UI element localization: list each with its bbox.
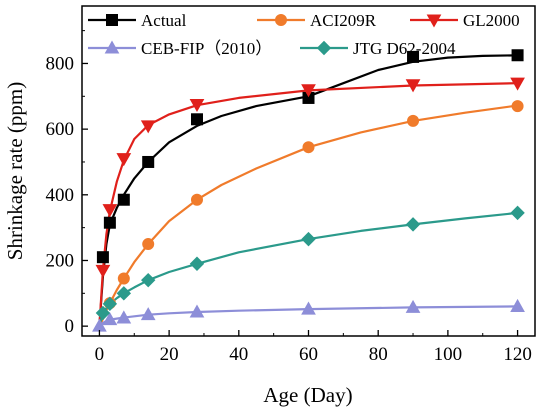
legend-marker-ceb-fip-2010	[104, 40, 120, 54]
y-axis-title: Shrinkage rate (ppm)	[3, 82, 27, 260]
point-gl2000	[116, 153, 132, 167]
point-aci209r	[142, 238, 155, 251]
point-jtg-d62-2004	[405, 217, 421, 232]
x-tick-label: 120	[503, 344, 532, 365]
point-gl2000	[140, 120, 156, 134]
x-tick-label: 80	[369, 344, 388, 365]
legend: Actual ACI209R GL2000 CEB-FIP（2010） JTG D62-…	[88, 11, 520, 58]
legend-marker-jtg-d62-2004	[316, 40, 332, 56]
legend-label-ceb-fip-2010: CEB-FIP（2010）	[141, 39, 272, 58]
point-ceb-fip-2010	[189, 304, 205, 318]
plot-frame	[81, 5, 536, 337]
point-aci209r	[302, 141, 315, 154]
point-aci209r	[511, 100, 524, 113]
legend-label-jtg-d62-2004: JTG D62-2004	[353, 39, 456, 58]
point-jtg-d62-2004	[189, 256, 205, 271]
x-tick-label: 60	[299, 344, 318, 365]
y-tick-label: 200	[46, 250, 75, 271]
point-actual	[511, 49, 524, 62]
point-actual	[142, 155, 155, 168]
legend-label-aci209r: ACI209R	[310, 11, 377, 30]
curve-gl2000	[98, 82, 518, 327]
y-tick-label: 800	[46, 53, 75, 74]
legend-label-gl2000: GL2000	[463, 11, 520, 30]
point-ceb-fip-2010	[116, 310, 132, 324]
point-gl2000	[95, 264, 111, 278]
point-jtg-d62-2004	[116, 286, 132, 301]
point-ceb-fip-2010	[140, 307, 156, 321]
point-actual	[190, 113, 203, 126]
legend-marker-gl2000	[426, 14, 442, 28]
point-aci209r	[117, 272, 130, 285]
point-ceb-fip-2010	[301, 301, 316, 315]
point-actual	[117, 193, 130, 206]
x-tick-label: 40	[229, 344, 248, 365]
point-gl2000	[189, 99, 205, 113]
point-actual	[407, 50, 420, 63]
series-markers	[92, 49, 525, 332]
point-gl2000	[102, 204, 118, 218]
y-tick-label: 600	[46, 119, 75, 140]
point-jtg-d62-2004	[102, 296, 118, 312]
point-ceb-fip-2010	[102, 312, 118, 326]
legend-marker-aci209r	[275, 14, 287, 26]
legend-label-actual: Actual	[141, 11, 187, 30]
point-gl2000	[301, 84, 316, 98]
point-gl2000	[405, 79, 421, 93]
point-actual	[96, 251, 109, 264]
point-aci209r	[407, 114, 420, 127]
y-tick-label: 0	[65, 316, 75, 337]
legend-marker-actual	[106, 14, 118, 26]
x-axis: 0 20 40 60 80 100 120	[95, 330, 532, 365]
point-ceb-fip-2010	[405, 299, 421, 313]
point-gl2000	[510, 77, 525, 91]
point-jtg-d62-2004	[510, 205, 525, 221]
x-tick-label: 0	[95, 344, 105, 365]
point-jtg-d62-2004	[141, 272, 156, 288]
x-tick-label: 20	[160, 344, 179, 365]
point-jtg-d62-2004	[301, 231, 316, 247]
y-axis: 0 200 400 600 800	[46, 30, 88, 337]
point-jtg-d62-2004	[95, 305, 111, 321]
point-ceb-fip-2010	[510, 298, 525, 312]
x-axis-title: Age (Day)	[263, 383, 352, 407]
x-tick-label: 100	[434, 344, 463, 365]
point-aci209r	[190, 193, 203, 206]
point-actual	[103, 216, 116, 229]
y-tick-label: 400	[46, 185, 75, 206]
